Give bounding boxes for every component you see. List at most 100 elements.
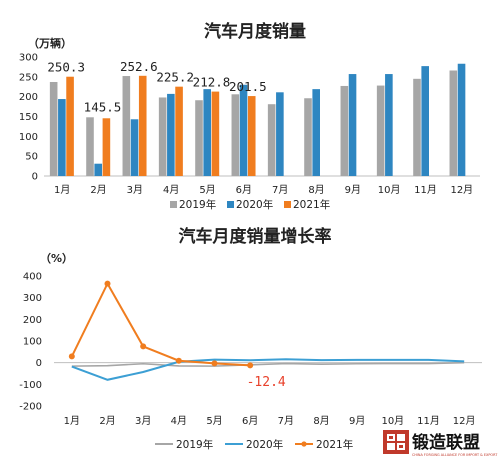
line-y-tick-label: -200 (19, 402, 42, 413)
bar-x-tick-label: 4月 (163, 184, 179, 196)
bar-2019年-10月 (376, 85, 385, 176)
line-series-2019年 (71, 361, 465, 367)
line-point-2021年 (68, 353, 75, 360)
bar-x-tick-label: 10月 (378, 184, 401, 196)
bar-x-tick-label: 5月 (199, 184, 215, 196)
bar-2020年-1月 (58, 99, 66, 176)
line-point-2021年 (104, 280, 111, 287)
bar-2019年-1月 (49, 81, 58, 176)
bar-y-tick-label: 250 (19, 72, 38, 83)
line-x-tick-label: 5月 (206, 415, 222, 427)
bar-2019年-5月 (195, 100, 203, 176)
line-y-tick-label: 200 (23, 315, 42, 326)
line-legend-label: 2019年 (176, 438, 213, 451)
line-y-tick-label: 400 (23, 272, 42, 283)
bar-2020年-12月 (457, 63, 466, 176)
bar-y-tick-label: 150 (19, 112, 38, 123)
line-y-tick-label: 0 (36, 358, 42, 369)
bar-chart-unit-label: （万辆） (28, 36, 72, 50)
line-y-tick-label: 300 (23, 293, 42, 304)
line-chart-title: 汽车月度销量增长率 (179, 226, 332, 247)
bar-data-label: 252.6 (120, 59, 158, 74)
bar-data-label: 212.8 (193, 75, 231, 90)
line-x-tick-label: 7月 (278, 415, 294, 427)
line-point-2021年 (247, 362, 254, 369)
bar-2020年-2月 (94, 163, 102, 176)
bar-2021年-2月 (102, 118, 111, 176)
line-x-tick-label: 12月 (453, 415, 476, 427)
legend-swatch-2019年 (170, 201, 177, 208)
line-x-tick-label: 4月 (171, 415, 187, 427)
bar-legend-label: 2021年 (293, 198, 330, 211)
bar-2020年-4月 (167, 93, 175, 176)
bar-y-tick-label: 0 (32, 172, 38, 183)
logo-seal-icon (383, 430, 409, 454)
line-point-2021年 (140, 343, 147, 350)
logo: 锻造联盟 CHINA FORGING ALLIANCE FOR IMPORT &… (383, 430, 498, 457)
bar-data-label: 145.5 (84, 99, 122, 114)
bar-x-tick-label: 12月 (450, 184, 473, 196)
bar-x-tick-label: 9月 (345, 184, 361, 196)
bar-2020年-5月 (203, 89, 211, 176)
line-series-2020年 (71, 358, 465, 381)
bar-data-label: 225.2 (156, 70, 194, 85)
bar-2020年-8月 (312, 89, 320, 176)
bar-x-tick-label: 7月 (272, 184, 288, 196)
bar-y-tick-label: 300 (19, 53, 38, 64)
line-point-2021年 (211, 360, 218, 367)
bar-2021年-6月 (247, 96, 256, 176)
bar-2019年-7月 (267, 104, 276, 176)
bar-2020年-3月 (130, 119, 139, 176)
line-x-tick-label: 11月 (417, 415, 440, 427)
bar-x-tick-label: 8月 (308, 184, 324, 196)
bar-x-tick-label: 2月 (90, 184, 106, 196)
bar-chart-title: 汽车月度销量 (204, 21, 306, 42)
bar-2019年-3月 (122, 76, 131, 176)
legend-marker-2021年 (301, 441, 307, 447)
bar-data-label: 201.5 (229, 79, 267, 94)
bar-x-tick-label: 3月 (127, 184, 143, 196)
line-x-tick-label: 3月 (135, 415, 151, 427)
bar-x-tick-label: 11月 (414, 184, 437, 196)
bar-x-tick-label: 1月 (54, 184, 70, 196)
line-y-tick-label: 100 (23, 337, 42, 348)
bar-y-tick-label: 100 (19, 132, 38, 143)
bar-legend-label: 2020年 (236, 198, 273, 211)
line-x-tick-label: 1月 (64, 415, 80, 427)
bar-2019年-12月 (449, 70, 458, 176)
bar-2019年-9月 (340, 85, 349, 176)
line-legend-label: 2020年 (246, 438, 283, 451)
bar-2021年-4月 (175, 86, 183, 176)
bar-2020年-9月 (348, 74, 357, 176)
bar-2019年-6月 (231, 94, 240, 176)
line-x-tick-label: 6月 (242, 415, 258, 427)
logo-subtext: CHINA FORGING ALLIANCE FOR IMPORT & EXPO… (412, 453, 498, 457)
line-chart-unit-label: （%） (40, 252, 73, 265)
line-series-2021年 (70, 281, 251, 367)
line-x-tick-label: 9月 (349, 415, 365, 427)
bar-2020年-6月 (239, 84, 248, 176)
bar-y-tick-label: 200 (19, 92, 38, 103)
bar-2020年-10月 (385, 74, 393, 176)
bar-2019年-4月 (158, 97, 167, 176)
bar-y-tick-label: 50 (25, 152, 38, 163)
bar-chart: 0 50 100 150 200 250 300 1月 2月 3月 4月 5月 6月 7月 8月 9月 10月 1… (19, 53, 480, 211)
line-x-tick-label: 10月 (381, 415, 404, 427)
legend-swatch-2020年 (227, 201, 234, 208)
line-chart: -200 -100 0 100 200 300 400 1月 2月 3月 4月 5月 6月 7月 8月 9月 1… (19, 272, 482, 451)
line-x-tick-label: 2月 (99, 415, 115, 427)
bar-legend-label: 2019年 (179, 198, 216, 211)
line-point-2021年 (175, 357, 182, 364)
line-x-tick-label: 8月 (313, 415, 329, 427)
bar-2021年-3月 (138, 75, 147, 176)
line-y-tick-label: -100 (19, 380, 42, 391)
bar-x-tick-label: 6月 (236, 184, 252, 196)
line-annotation: -12.4 (247, 375, 286, 390)
bar-2020年-7月 (276, 92, 284, 176)
bar-2020年-11月 (421, 66, 429, 176)
bar-2019年-11月 (413, 78, 421, 176)
logo-text: 锻造联盟 (412, 432, 480, 453)
bar-2021年-1月 (66, 76, 74, 176)
bar-2019年-2月 (86, 117, 94, 176)
